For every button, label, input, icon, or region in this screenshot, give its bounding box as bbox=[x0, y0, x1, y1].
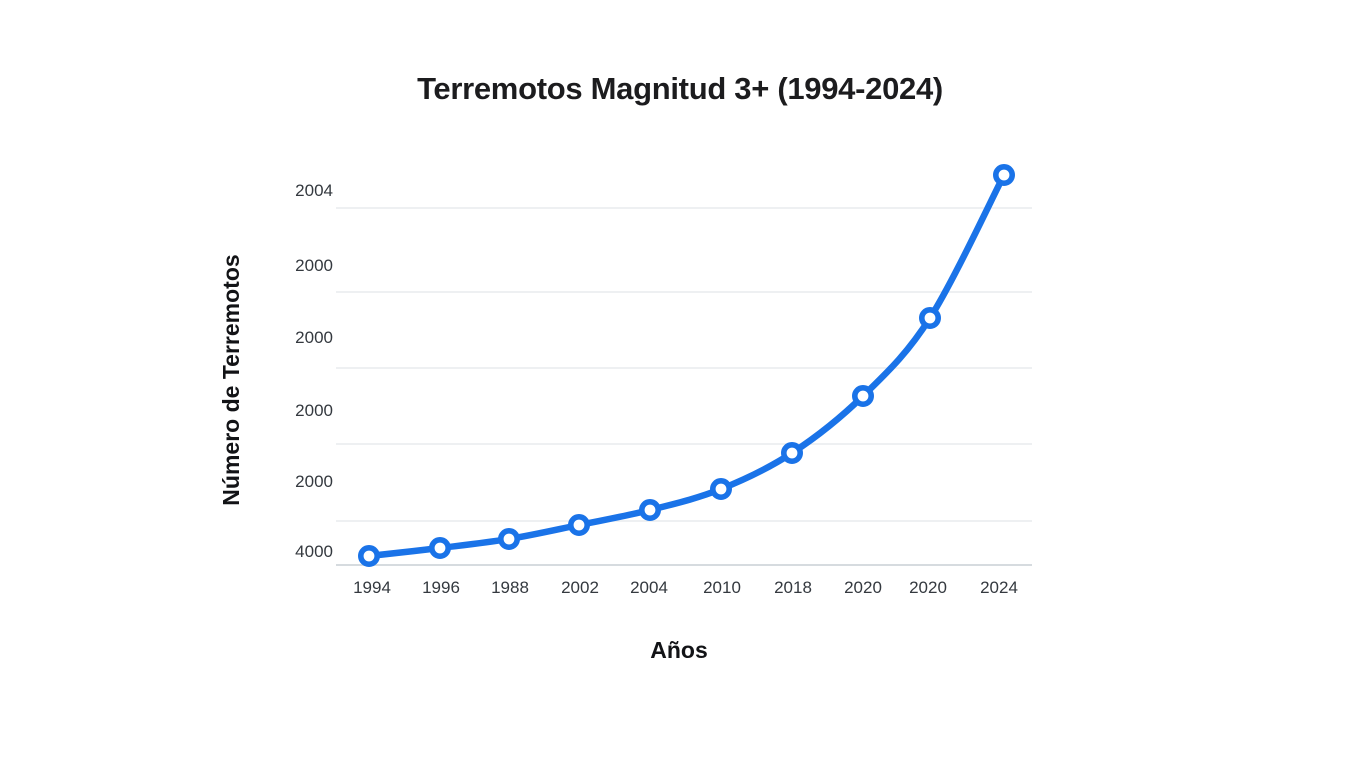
data-point-marker bbox=[851, 384, 874, 407]
y-tick-label: 2000 bbox=[295, 256, 333, 275]
data-point-marker bbox=[709, 477, 732, 500]
y-tick-label: 2000 bbox=[295, 401, 333, 420]
data-point-marker bbox=[780, 441, 803, 464]
chart-title: Terremotos Magnitud 3+ (1994-2024) bbox=[417, 71, 943, 106]
x-tick-label: 2020 bbox=[909, 578, 947, 597]
x-tick-label: 2020 bbox=[844, 578, 882, 597]
data-point-marker bbox=[567, 513, 590, 536]
x-axis-title: Años bbox=[650, 637, 708, 663]
data-point-marker bbox=[428, 536, 451, 559]
data-point-marker bbox=[357, 544, 380, 567]
x-tick-labels: 1994 1996 1988 2002 2004 2010 2018 2020 2020 2024 bbox=[353, 578, 1018, 597]
x-tick-label: 1988 bbox=[491, 578, 529, 597]
series-line bbox=[365, 171, 1008, 560]
data-point-marker bbox=[497, 527, 520, 550]
x-tick-label: 1996 bbox=[422, 578, 460, 597]
gridlines bbox=[336, 207, 1032, 522]
data-points bbox=[357, 164, 1015, 567]
y-axis-title: Número de Terremotos bbox=[218, 254, 244, 505]
x-tick-label: 2024 bbox=[980, 578, 1018, 597]
y-tick-label: 4000 bbox=[295, 542, 333, 561]
x-tick-label: 2018 bbox=[774, 578, 812, 597]
y-tick-label: 2000 bbox=[295, 328, 333, 347]
data-point-marker bbox=[638, 498, 661, 521]
x-tick-label: 1994 bbox=[353, 578, 391, 597]
y-tick-labels: 2004 2000 2000 2000 2000 4000 bbox=[295, 181, 333, 561]
x-tick-label: 2002 bbox=[561, 578, 599, 597]
data-point-marker bbox=[992, 164, 1015, 187]
y-tick-label: 2004 bbox=[295, 181, 333, 200]
x-tick-label: 2004 bbox=[630, 578, 668, 597]
x-tick-label: 2010 bbox=[703, 578, 741, 597]
data-point-marker bbox=[918, 306, 941, 329]
y-tick-label: 2000 bbox=[295, 472, 333, 491]
